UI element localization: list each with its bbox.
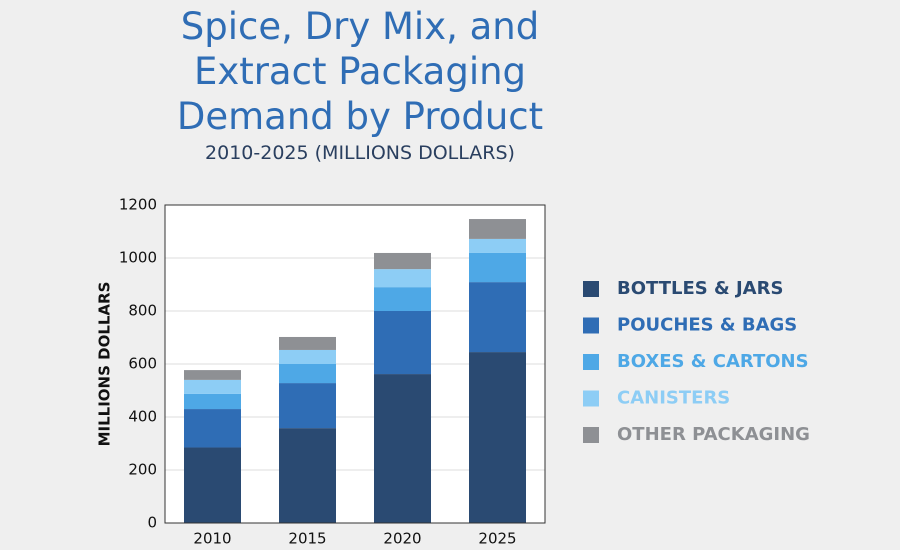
y-axis-label: MILLIONS DOLLARS [96, 282, 114, 447]
bar-segment [374, 374, 431, 523]
bar-segment [184, 409, 241, 448]
bar-segment [279, 336, 336, 350]
bar-segment [184, 447, 241, 523]
chart-title: Spice, Dry Mix, and Extract Packaging De… [176, 5, 544, 138]
plot-frame [164, 204, 546, 524]
chart-subtitle: 2010-2025 (MILLIONS DOLLARS) [205, 142, 515, 164]
bar-segment [374, 311, 431, 375]
bar-segment [374, 269, 431, 288]
bar-segment [279, 349, 336, 364]
bar-segment [374, 252, 431, 270]
bar-segment [469, 282, 526, 353]
y-tick-label: 600 [128, 355, 157, 373]
legend-label: BOXES & CARTONS [617, 351, 809, 372]
bar-segment [469, 252, 526, 283]
legend-label: CANISTERS [617, 388, 730, 409]
legend-swatch [583, 317, 599, 334]
legend-swatch [583, 427, 599, 443]
bar-segment [184, 393, 241, 410]
x-tick-label: 2015 [288, 530, 326, 548]
bar-segment [279, 364, 336, 384]
legend-label: BOTTLES & JARS [617, 278, 783, 299]
legend-swatch [583, 390, 599, 407]
x-tick-label: 2020 [383, 530, 421, 548]
bar-segment [279, 428, 336, 523]
legend-swatch [583, 281, 599, 297]
legend-swatch [583, 354, 599, 370]
y-tick-label: 0 [147, 514, 157, 532]
x-tick-label: 2025 [478, 530, 516, 548]
bar-segment [469, 219, 526, 239]
bar-segment [469, 238, 526, 253]
x-tick-label: 2010 [193, 530, 231, 548]
bar-segment [184, 379, 241, 394]
y-tick-label: 800 [128, 302, 157, 320]
y-tick-label: 200 [128, 461, 157, 479]
legend-label: POUCHES & BAGS [617, 315, 797, 336]
legend-label: OTHER PACKAGING [617, 424, 810, 445]
y-tick-label: 400 [128, 408, 157, 426]
bar-segment [374, 287, 431, 311]
bar-segment [279, 383, 336, 429]
y-tick-label: 1000 [119, 249, 157, 267]
bar-segment [469, 352, 526, 523]
y-tick-label: 1200 [119, 196, 157, 214]
bar-segment [184, 370, 241, 380]
